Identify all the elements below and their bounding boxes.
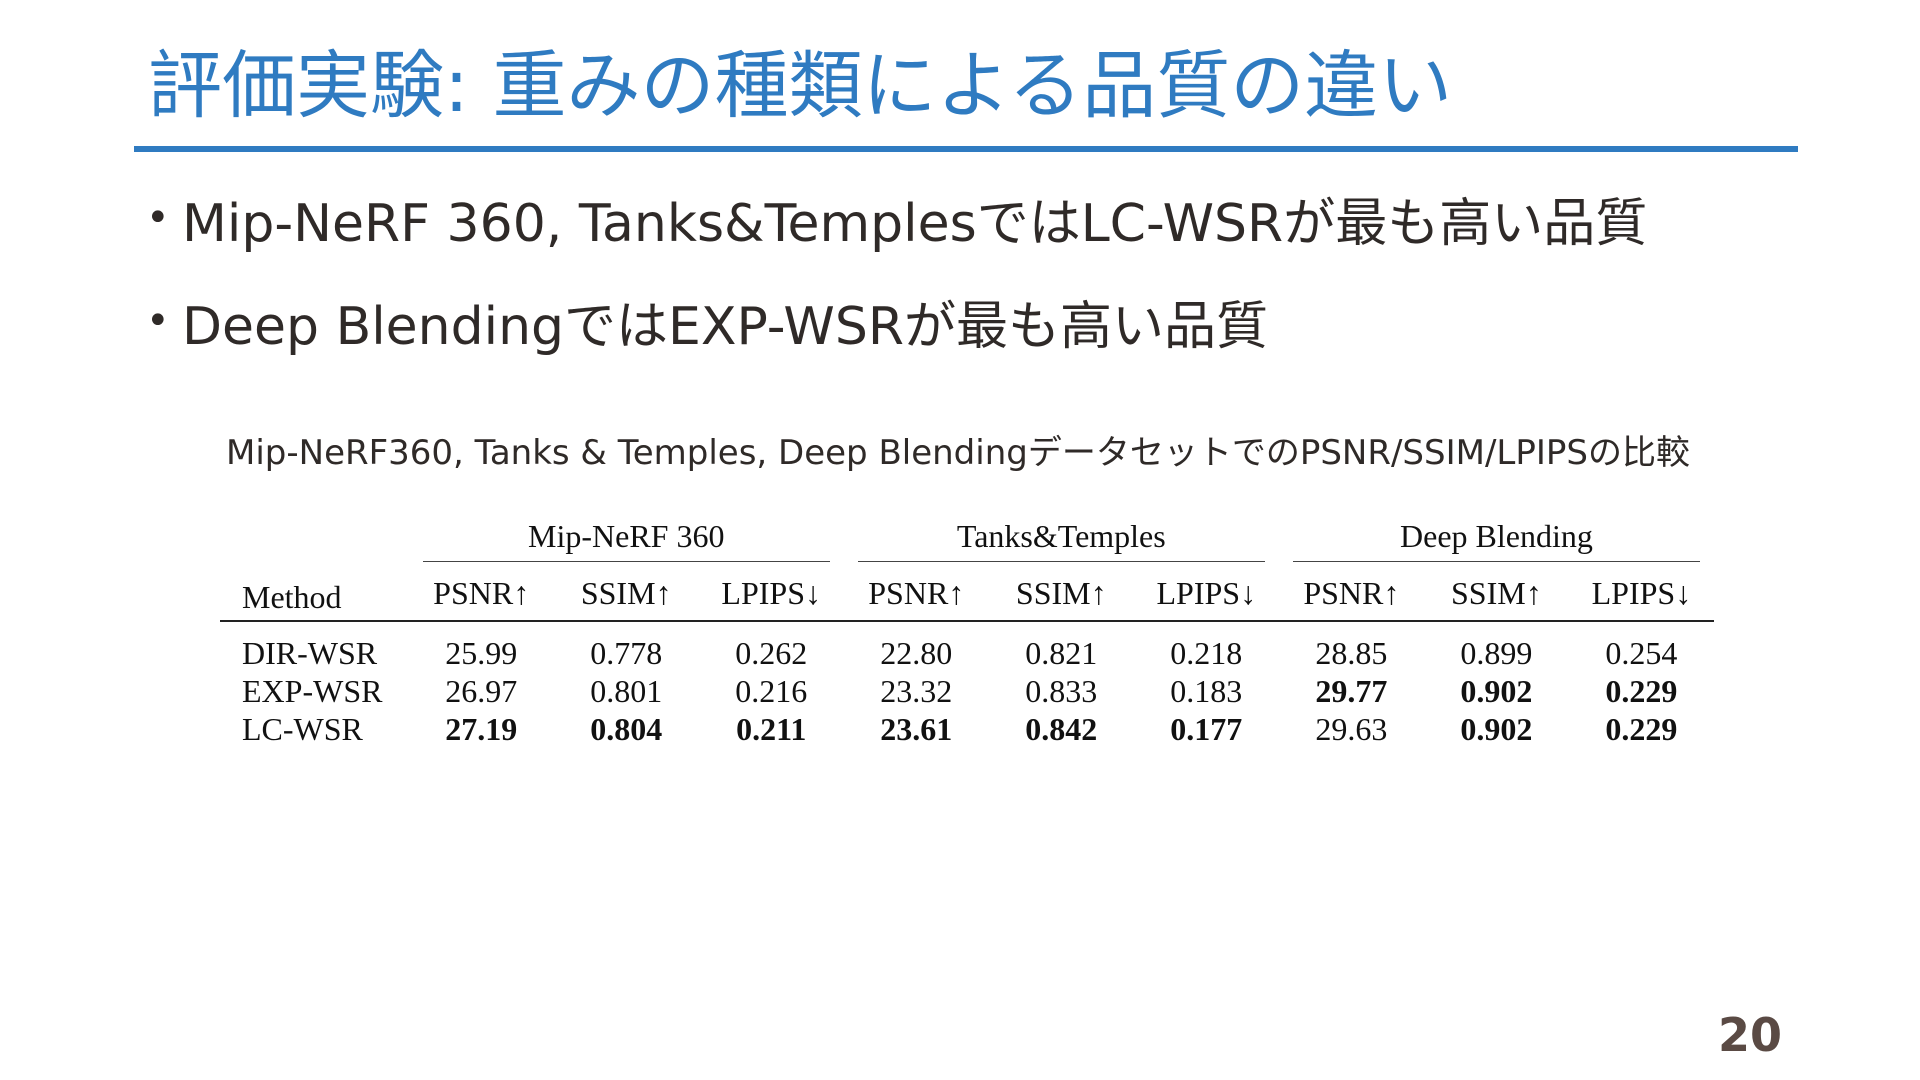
bullet-text: Deep BlendingではEXP-WSRが最も高い品質: [182, 296, 1268, 357]
page-number: 20: [1717, 1008, 1782, 1062]
method-cell: DIR-WSR: [242, 635, 378, 671]
metric-header: SSIM↑: [553, 566, 699, 622]
bullet-list: • Mip-NeRF 360, Tanks&TemplesではLC-WSRが最も…: [146, 188, 1647, 394]
value-cell: 0.833: [1025, 673, 1098, 709]
results-table: Method Mip-NeRF 360 Tanks&Temples Deep B…: [220, 510, 1714, 748]
value-cell: 23.32: [880, 673, 953, 709]
title-underline: [134, 146, 1798, 152]
metric-header: SSIM↑: [1423, 566, 1569, 622]
value-cell: 0.218: [1170, 635, 1243, 671]
value-cell: 28.85: [1315, 635, 1388, 671]
group-header-tanks-temples: Tanks&Temples: [844, 510, 1279, 566]
table-row: LC-WSR 27.19 0.804 0.211 23.61 0.842 0.177 29.6…: [220, 710, 1714, 748]
value-cell: 0.262: [735, 635, 808, 671]
value-cell: 0.229: [1605, 711, 1678, 747]
group-header-deep-blending: Deep Blending: [1279, 510, 1714, 566]
value-cell: 25.99: [445, 635, 518, 671]
metric-header-row: PSNR↑ SSIM↑ LPIPS↓ PSNR↑ SSIM↑ LPIPS↓ PSNR↑ SSI…: [220, 566, 1714, 622]
value-cell: 0.177: [1170, 711, 1243, 747]
slide-title: 評価実験: 重みの種類による品質の違い: [148, 43, 1453, 129]
method-cell: EXP-WSR: [242, 673, 383, 709]
value-cell: 0.842: [1025, 711, 1098, 747]
table-caption: Mip-NeRF360, Tanks & Temples, Deep Blend…: [226, 433, 1690, 473]
method-header: Method: [220, 510, 409, 622]
results-table-container: Method Mip-NeRF 360 Tanks&Temples Deep B…: [220, 510, 1714, 748]
metric-header: LPIPS↓: [1568, 566, 1714, 622]
table-row: EXP-WSR 26.97 0.801 0.216 23.32 0.833 0.183 29.…: [220, 672, 1714, 710]
metric-header: LPIPS↓: [1133, 566, 1279, 622]
bullet-marker: •: [146, 298, 170, 344]
bullet-item: • Mip-NeRF 360, Tanks&TemplesではLC-WSRが最も…: [146, 188, 1647, 254]
value-cell: 22.80: [880, 635, 953, 671]
value-cell: 29.77: [1315, 673, 1388, 709]
value-cell: 0.216: [735, 673, 808, 709]
metric-header: PSNR↑: [1278, 566, 1424, 622]
metric-header: LPIPS↓: [698, 566, 844, 622]
value-cell: 26.97: [445, 673, 518, 709]
value-cell: 0.183: [1170, 673, 1243, 709]
value-cell: 0.778: [590, 635, 663, 671]
group-header-label: Deep Blending: [1292, 518, 1700, 562]
bullet-marker: •: [146, 195, 170, 241]
metric-header: PSNR↑: [843, 566, 989, 622]
group-header-row: Method Mip-NeRF 360 Tanks&Temples Deep B…: [220, 510, 1714, 622]
value-cell: 0.902: [1460, 711, 1533, 747]
value-cell: 23.61: [880, 711, 953, 747]
group-header-label: Mip-NeRF 360: [422, 518, 830, 562]
group-header-mipnerf360: Mip-NeRF 360: [409, 510, 844, 566]
metric-header: SSIM↑: [988, 566, 1134, 622]
value-cell: 0.902: [1460, 673, 1533, 709]
value-cell: 0.801: [590, 673, 663, 709]
metric-header: PSNR↑: [408, 566, 554, 622]
value-cell: 0.821: [1025, 635, 1098, 671]
value-cell: 0.211: [736, 711, 807, 747]
value-cell: 29.63: [1315, 711, 1388, 747]
table-row: DIR-WSR 25.99 0.778 0.262 22.80 0.821 0.218 28.…: [220, 621, 1714, 672]
value-cell: 0.804: [590, 711, 663, 747]
bullet-item: • Deep BlendingではEXP-WSRが最も高い品質: [146, 291, 1647, 357]
value-cell: 0.899: [1460, 635, 1533, 671]
table-body: DIR-WSR 25.99 0.778 0.262 22.80 0.821 0.218 28.…: [220, 621, 1714, 748]
bullet-text: Mip-NeRF 360, Tanks&TemplesではLC-WSRが最も高い…: [182, 193, 1648, 254]
value-cell: 27.19: [445, 711, 518, 747]
value-cell: 0.229: [1605, 673, 1678, 709]
method-cell: LC-WSR: [242, 711, 363, 747]
group-header-label: Tanks&Temples: [857, 518, 1265, 562]
value-cell: 0.254: [1605, 635, 1678, 671]
